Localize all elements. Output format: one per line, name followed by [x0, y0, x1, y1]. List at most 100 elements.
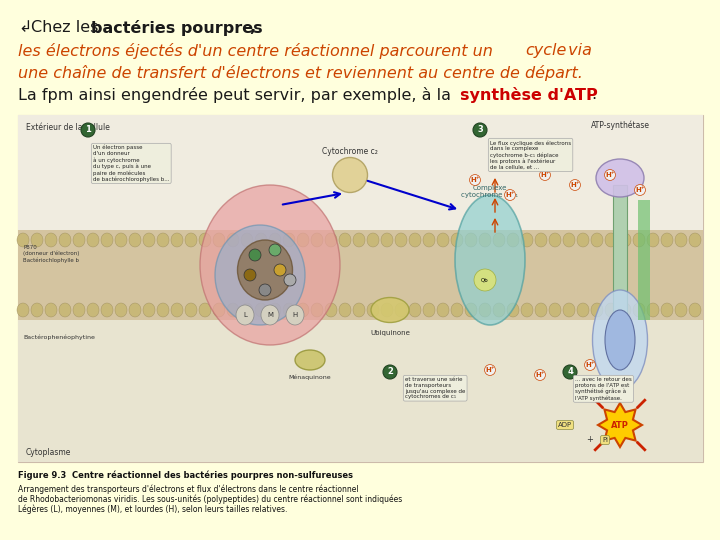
- Ellipse shape: [157, 303, 169, 317]
- Text: et traverse une série
de transporteurs
jusqu'au complexe de
cytochromes de c₁: et traverse une série de transporteurs j…: [405, 377, 465, 400]
- Ellipse shape: [255, 233, 267, 247]
- Ellipse shape: [395, 303, 407, 317]
- Ellipse shape: [647, 233, 659, 247]
- Text: Cytochrome c₂: Cytochrome c₂: [322, 147, 378, 156]
- Text: Ménaquinone: Ménaquinone: [289, 374, 331, 380]
- Ellipse shape: [563, 233, 575, 247]
- Ellipse shape: [661, 303, 673, 317]
- Ellipse shape: [259, 284, 271, 296]
- Ellipse shape: [381, 303, 393, 317]
- Text: H⁺: H⁺: [540, 172, 550, 178]
- Ellipse shape: [59, 303, 71, 317]
- Ellipse shape: [535, 303, 547, 317]
- Ellipse shape: [647, 303, 659, 317]
- Ellipse shape: [596, 159, 644, 197]
- Ellipse shape: [325, 233, 337, 247]
- Ellipse shape: [493, 303, 505, 317]
- Text: H⁺: H⁺: [585, 362, 595, 368]
- Ellipse shape: [479, 233, 491, 247]
- Ellipse shape: [633, 303, 645, 317]
- Ellipse shape: [17, 303, 29, 317]
- Ellipse shape: [241, 233, 253, 247]
- Bar: [18, 320, 703, 462]
- Text: ATP: ATP: [611, 421, 629, 429]
- Ellipse shape: [283, 233, 295, 247]
- Text: H⁺: H⁺: [570, 182, 580, 188]
- Ellipse shape: [274, 264, 286, 276]
- Ellipse shape: [73, 233, 85, 247]
- Text: .: .: [591, 87, 596, 102]
- Ellipse shape: [249, 249, 261, 261]
- Ellipse shape: [45, 303, 57, 317]
- Ellipse shape: [101, 233, 113, 247]
- Ellipse shape: [283, 303, 295, 317]
- Text: Pi: Pi: [602, 437, 608, 443]
- Ellipse shape: [238, 240, 292, 300]
- Ellipse shape: [593, 290, 647, 390]
- Ellipse shape: [333, 158, 367, 192]
- Text: Chez les: Chez les: [31, 20, 104, 35]
- Text: Arrangement des transporteurs d'électrons et flux d'électrons dans le centre réa: Arrangement des transporteurs d'électron…: [18, 484, 359, 494]
- Ellipse shape: [325, 303, 337, 317]
- Ellipse shape: [157, 233, 169, 247]
- Ellipse shape: [619, 303, 631, 317]
- Ellipse shape: [213, 233, 225, 247]
- Ellipse shape: [295, 350, 325, 370]
- Ellipse shape: [455, 195, 525, 325]
- Ellipse shape: [269, 244, 281, 256]
- Ellipse shape: [423, 233, 435, 247]
- Ellipse shape: [286, 305, 304, 325]
- Text: H⁺: H⁺: [535, 372, 545, 378]
- Ellipse shape: [619, 233, 631, 247]
- Ellipse shape: [171, 233, 183, 247]
- Text: ... avec le retour des
protons de l'ATP est
synthétisé grâce à
l'ATP synthétase.: ... avec le retour des protons de l'ATP …: [575, 377, 631, 401]
- Text: synthèse d'ATP: synthèse d'ATP: [460, 87, 598, 103]
- Text: Le flux cyclique des électrons
dans le complexe
cytochrome b-c₁ déplace
les prot: Le flux cyclique des électrons dans le c…: [490, 140, 571, 170]
- Ellipse shape: [31, 303, 43, 317]
- Ellipse shape: [115, 233, 127, 247]
- Text: ATP-synthétase: ATP-synthétase: [590, 120, 649, 130]
- Ellipse shape: [261, 305, 279, 325]
- Text: Bactérophenéophytine: Bactérophenéophytine: [23, 335, 95, 341]
- Ellipse shape: [605, 233, 617, 247]
- Ellipse shape: [339, 303, 351, 317]
- Ellipse shape: [200, 185, 340, 345]
- Ellipse shape: [45, 233, 57, 247]
- Ellipse shape: [129, 233, 141, 247]
- Ellipse shape: [474, 269, 496, 291]
- Ellipse shape: [215, 225, 305, 325]
- Ellipse shape: [73, 303, 85, 317]
- Ellipse shape: [353, 303, 365, 317]
- Ellipse shape: [591, 303, 603, 317]
- Ellipse shape: [244, 269, 256, 281]
- Ellipse shape: [535, 233, 547, 247]
- Ellipse shape: [507, 303, 519, 317]
- Ellipse shape: [143, 303, 155, 317]
- Ellipse shape: [339, 233, 351, 247]
- Ellipse shape: [409, 303, 421, 317]
- Ellipse shape: [549, 233, 561, 247]
- Bar: [613, 185, 627, 315]
- Ellipse shape: [143, 233, 155, 247]
- Text: +: +: [587, 435, 593, 444]
- Ellipse shape: [661, 233, 673, 247]
- Ellipse shape: [371, 298, 409, 322]
- Ellipse shape: [227, 303, 239, 317]
- Ellipse shape: [367, 303, 379, 317]
- Text: La fpm ainsi engendrée peut servir, par exemple, à la: La fpm ainsi engendrée peut servir, par …: [18, 87, 456, 103]
- Ellipse shape: [591, 233, 603, 247]
- Text: Qb: Qb: [481, 278, 489, 282]
- Ellipse shape: [605, 310, 635, 370]
- Ellipse shape: [101, 303, 113, 317]
- Text: Figure 9.3  Centre réactionnel des bactéries pourpres non-sulfureuses: Figure 9.3 Centre réactionnel des bactér…: [18, 470, 353, 480]
- Text: 4: 4: [567, 368, 573, 376]
- Bar: [638, 200, 650, 320]
- Ellipse shape: [675, 303, 687, 317]
- Ellipse shape: [269, 233, 281, 247]
- Ellipse shape: [577, 233, 589, 247]
- Text: 2: 2: [387, 368, 393, 376]
- Ellipse shape: [236, 305, 254, 325]
- Ellipse shape: [465, 303, 477, 317]
- Ellipse shape: [115, 303, 127, 317]
- Text: via: via: [563, 43, 592, 58]
